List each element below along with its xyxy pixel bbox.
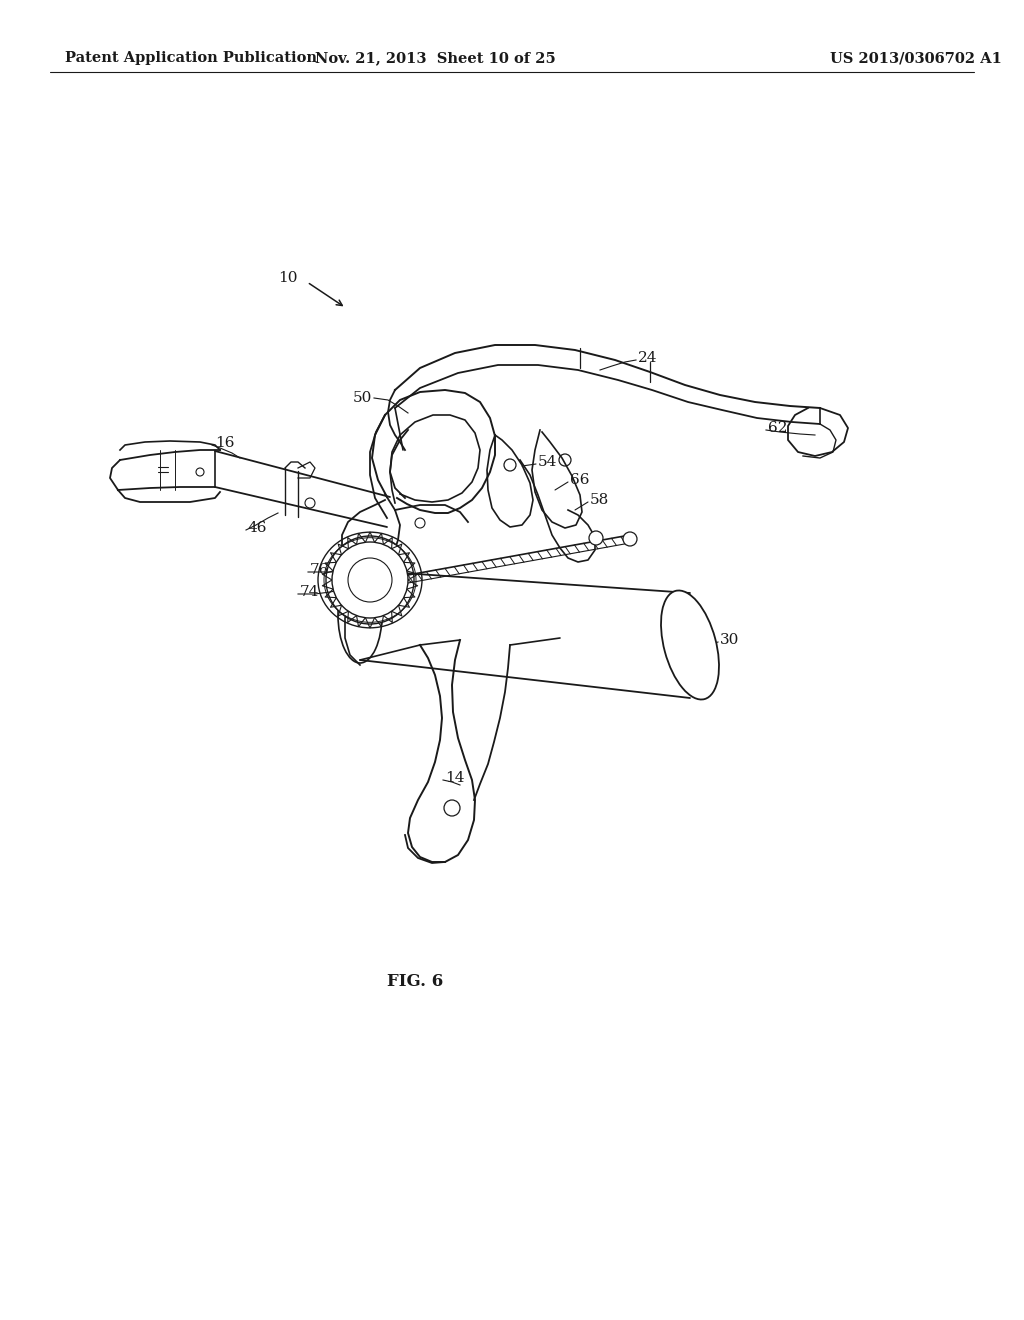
Text: 62: 62 [768, 421, 787, 436]
Circle shape [623, 532, 637, 546]
Text: Nov. 21, 2013  Sheet 10 of 25: Nov. 21, 2013 Sheet 10 of 25 [314, 51, 555, 65]
Text: 14: 14 [445, 771, 465, 785]
Ellipse shape [338, 568, 382, 663]
Ellipse shape [326, 536, 414, 624]
Circle shape [348, 558, 392, 602]
Text: 66: 66 [570, 473, 590, 487]
Text: 46: 46 [248, 521, 267, 535]
Circle shape [589, 531, 603, 545]
Text: 76: 76 [310, 564, 330, 577]
Ellipse shape [662, 590, 719, 700]
Text: 74: 74 [300, 585, 319, 599]
Text: 58: 58 [590, 492, 609, 507]
Text: 30: 30 [720, 634, 739, 647]
Text: Patent Application Publication: Patent Application Publication [65, 51, 317, 65]
Text: 16: 16 [215, 436, 234, 450]
Text: 24: 24 [638, 351, 657, 366]
Text: US 2013/0306702 A1: US 2013/0306702 A1 [830, 51, 1001, 65]
Text: FIG. 6: FIG. 6 [387, 974, 443, 990]
Text: 50: 50 [352, 391, 372, 405]
Text: 54: 54 [538, 455, 557, 469]
Text: 10: 10 [279, 271, 298, 285]
Circle shape [332, 543, 408, 618]
